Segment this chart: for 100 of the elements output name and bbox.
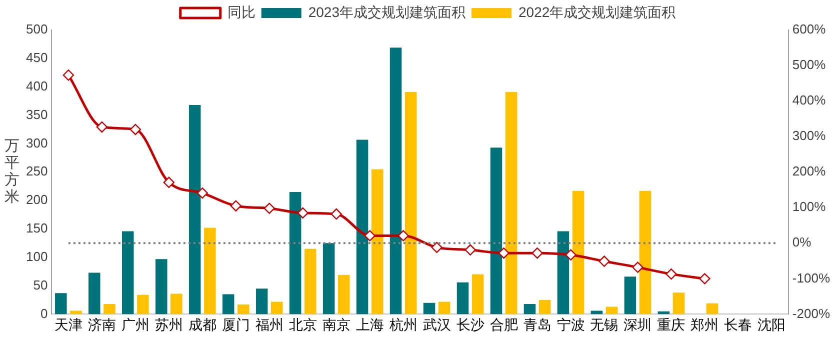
x-tick-label: 上海 — [356, 316, 384, 332]
bar — [88, 272, 100, 314]
bar — [222, 294, 234, 314]
point — [62, 70, 74, 81]
x-tick-label: 苏州 — [154, 316, 183, 332]
bar — [70, 310, 82, 314]
x-tick-label: 成都 — [188, 316, 216, 332]
y-tick-label: 0 — [40, 306, 48, 321]
bar — [289, 192, 302, 314]
y-tick-label: 450 — [26, 50, 48, 65]
point — [364, 230, 376, 242]
bar — [170, 294, 182, 314]
y2-tick-label: 0% — [792, 234, 812, 250]
point — [464, 244, 476, 256]
bar — [238, 304, 250, 314]
y2-tick-label: 600% — [792, 22, 826, 37]
legend-label: 2022年成交规划建筑面积 — [518, 4, 676, 20]
bar — [438, 302, 450, 314]
point — [632, 262, 644, 273]
bar — [188, 105, 201, 314]
point — [264, 202, 275, 214]
y2-tick-label: 300% — [792, 128, 826, 144]
bar — [572, 190, 584, 314]
bar — [55, 293, 67, 314]
x-tick-label: 福州 — [255, 316, 284, 332]
x-tick-label: 沈阳 — [758, 316, 786, 332]
bar — [706, 303, 718, 314]
x-tick-label: 厦门 — [222, 316, 250, 332]
x-tick-label: 天津 — [54, 316, 82, 332]
x-tick-label: 深圳 — [624, 316, 652, 332]
y2-tick-label: -100% — [792, 270, 830, 286]
bar — [490, 148, 502, 314]
x-tick-label: 郑州 — [690, 316, 719, 332]
bar — [371, 169, 384, 314]
point — [532, 247, 543, 259]
x-tick-label: 北京 — [288, 316, 317, 332]
x-tick-label: 重庆 — [657, 316, 686, 332]
bar — [524, 304, 536, 314]
point — [130, 124, 142, 136]
bar — [256, 288, 268, 314]
point — [431, 242, 442, 254]
bar — [204, 228, 216, 314]
bar — [672, 292, 685, 314]
legend-label: 同比 — [227, 4, 256, 20]
bar — [390, 48, 402, 314]
point — [297, 207, 308, 219]
y-tick-label: 250 — [26, 164, 48, 179]
bar — [104, 304, 116, 314]
bar — [472, 274, 484, 314]
legend-label: 2023年成交规划建筑面积 — [308, 4, 466, 20]
y-axis-title: 万平方米 — [4, 138, 20, 206]
y-tick-label: 350 — [26, 106, 48, 122]
point — [598, 256, 610, 267]
point — [230, 200, 242, 212]
y2-tick-label: 500% — [792, 57, 826, 72]
y2-tick-label: -200% — [792, 306, 830, 321]
x-tick-label: 宁波 — [556, 316, 585, 332]
bar — [271, 302, 283, 314]
bar — [624, 276, 636, 314]
y-tick-label: 50 — [33, 277, 48, 292]
x-tick-label: 无锡 — [590, 316, 618, 332]
bar — [304, 248, 316, 314]
bar — [606, 306, 618, 314]
bar — [356, 140, 368, 314]
x-tick-label: 杭州 — [388, 316, 418, 332]
bar — [322, 243, 335, 314]
x-tick-label: 武汉 — [422, 316, 451, 332]
y-tick-label: 300 — [26, 135, 48, 150]
y-tick-label: 150 — [26, 220, 48, 236]
point — [398, 230, 409, 242]
point — [666, 268, 677, 280]
point — [699, 273, 710, 284]
y2-tick-label: 200% — [792, 164, 826, 179]
point — [163, 176, 174, 188]
bar — [423, 302, 436, 314]
x-tick-label: 长春 — [724, 316, 752, 332]
x-tick-label: 青岛 — [523, 316, 552, 332]
point — [498, 247, 510, 259]
y-tick-label: 200 — [26, 192, 48, 208]
bar — [338, 274, 350, 314]
x-tick-label: 南京 — [322, 316, 350, 332]
bar — [137, 294, 149, 314]
y-tick-label: 400 — [26, 78, 48, 94]
point — [96, 121, 108, 133]
y-tick-label: 500 — [26, 22, 48, 37]
point — [196, 187, 208, 199]
bar — [456, 282, 469, 314]
bar — [538, 300, 551, 314]
y-tick-label: 100 — [26, 248, 48, 264]
y2-tick-label: 100% — [792, 199, 826, 214]
bar — [122, 231, 134, 314]
bar — [505, 92, 518, 314]
x-tick-label: 济南 — [88, 316, 116, 332]
bar — [404, 92, 417, 314]
x-tick-label: 合肥 — [490, 316, 518, 332]
x-tick-label: 长沙 — [456, 316, 484, 332]
bar — [155, 259, 168, 314]
bar — [639, 190, 652, 314]
x-tick-label: 广州 — [121, 316, 150, 332]
y2-tick-label: 400% — [792, 92, 826, 108]
